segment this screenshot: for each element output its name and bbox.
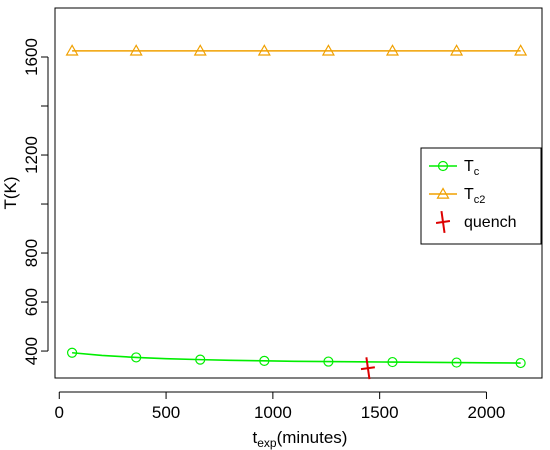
x-axis-label-sub: exp	[257, 436, 277, 450]
legend-swatch-marker	[435, 210, 451, 234]
x-tick-label: 2000	[468, 403, 506, 422]
series-tc-point	[515, 357, 526, 369]
x-tick-label: 1000	[254, 403, 292, 422]
y-tick-label: 1200	[22, 136, 41, 174]
y-tick-label: 600	[22, 288, 41, 316]
series-quench-point	[360, 357, 375, 380]
legend-label-main: quench	[464, 214, 517, 231]
x-axis-label-unit: (minutes)	[277, 428, 348, 447]
x-axis-label: texp(minutes)	[253, 428, 348, 450]
legend-item-quench: quench	[435, 210, 517, 234]
y-axis: 400 600 800 1200 1600	[22, 38, 49, 365]
x-tick-label: 500	[152, 403, 180, 422]
legend-box	[420, 147, 542, 245]
series-tc-point	[387, 356, 398, 368]
legend-item-tc2: Tc2	[429, 186, 485, 206]
series-tc-point	[259, 355, 270, 366]
series-quench	[360, 357, 375, 380]
legend-label: Tc2	[464, 186, 485, 206]
series-tc-point	[323, 356, 334, 367]
series-layer	[65, 44, 528, 380]
legend-label: Tc	[464, 158, 480, 178]
series-tc-point	[195, 354, 206, 365]
legend-swatch-marker-v	[440, 210, 446, 234]
x-tick-label: 1500	[361, 403, 399, 422]
series-tc2-point	[385, 44, 400, 56]
y-tick-label: 1600	[22, 38, 41, 76]
series-tc-line	[72, 351, 521, 364]
x-axis: 0 500 1000 1500 2000	[55, 391, 506, 422]
series-tc	[66, 347, 526, 369]
series-quench-point-v	[365, 357, 371, 380]
series-tc2-point	[321, 44, 335, 56]
x-tick-label: 0	[55, 403, 64, 422]
plot-frame	[54, 7, 543, 379]
legend-swatch-marker	[437, 160, 449, 172]
series-tc2-point	[193, 44, 207, 56]
series-tc2-point	[257, 44, 271, 56]
y-axis-label: T(K)	[1, 176, 20, 209]
legend-label-sub: c	[474, 166, 480, 178]
series-tc-point	[131, 352, 142, 363]
series-tc2	[65, 44, 528, 56]
series-tc2-point	[65, 44, 79, 56]
series-tc2-point	[450, 44, 464, 56]
legend-label-main: T	[464, 186, 474, 203]
series-tc-point	[66, 347, 78, 358]
legend-label-main: T	[464, 158, 474, 175]
y-tick-label: 400	[22, 337, 41, 365]
x-axis-label-main: t	[253, 428, 258, 447]
y-tick-label: 800	[22, 239, 41, 267]
legend-swatch-marker	[436, 187, 450, 199]
series-tc2-point	[129, 44, 143, 56]
series-tc-point	[451, 357, 462, 368]
legend-label-sub: c2	[474, 194, 486, 206]
legend-label: quench	[464, 214, 517, 231]
legend-item-tc: Tc	[429, 158, 480, 178]
series-tc2-point	[514, 44, 528, 56]
